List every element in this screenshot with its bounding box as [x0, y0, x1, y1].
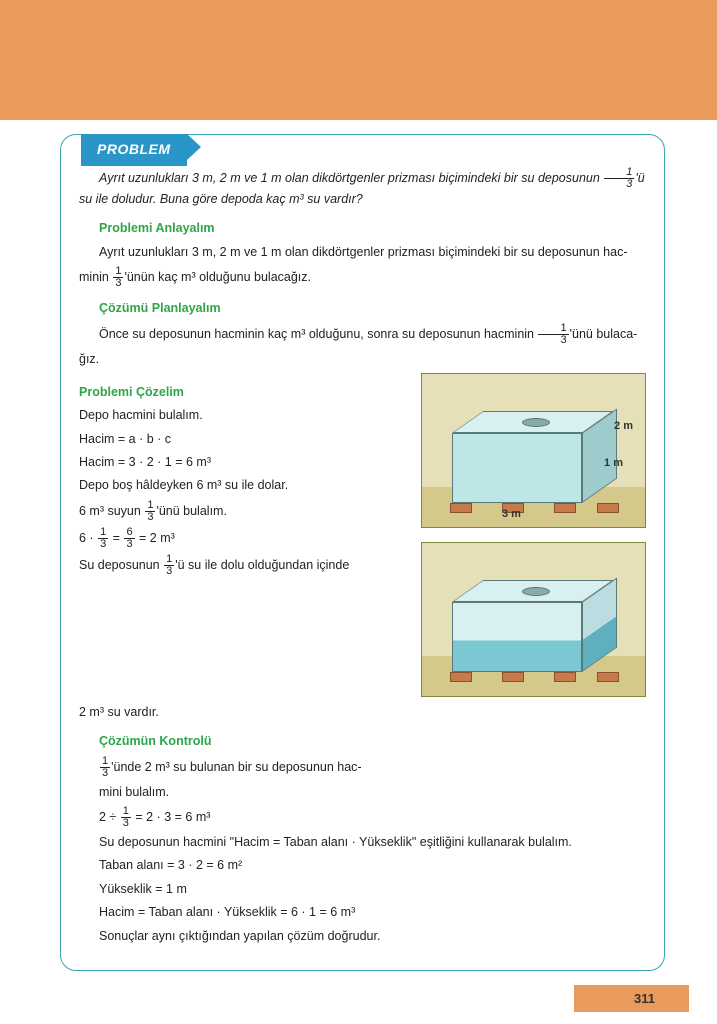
p3-6b: =: [109, 531, 123, 545]
dim-depth: 2 m: [614, 418, 633, 435]
p3-3: Hacim = 3 · 2 · 1 = 6 m³: [79, 453, 411, 472]
problem-tab: PROBLEM: [81, 134, 187, 166]
fraction-1-3: 13: [538, 323, 568, 346]
p4-4: Su deposunun hacmini "Hacim = Taban alan…: [79, 833, 646, 852]
p1c: 'ünün kaç m³ olduğunu bulacağız.: [124, 270, 311, 284]
p2b: 'ünü bulaca-: [570, 326, 638, 340]
dim-height: 1 m: [604, 455, 623, 472]
tank-illustration-full: 3 m 1 m 2 m: [421, 373, 646, 528]
p3-2: Hacim = a · b · c: [79, 430, 411, 449]
p4-8: Sonuçlar aynı çıktığından yapılan çözüm …: [99, 927, 646, 946]
p3-6a: 6 ·: [79, 531, 97, 545]
p1a: Ayrıt uzunlukları 3 m, 2 m ve 1 m olan d…: [79, 243, 646, 262]
p4-7: Hacim = Taban alanı · Yükseklik = 6 · 1 …: [99, 903, 646, 922]
p3-1: Depo hacmini bulalım.: [79, 406, 411, 425]
fraction-1-3: 13: [164, 554, 174, 577]
p1b: minin: [79, 270, 112, 284]
heading-check: Çözümün Kontrolü: [99, 732, 646, 751]
fraction-6-3: 63: [124, 527, 134, 550]
heading-solve: Problemi Çözelim: [79, 383, 411, 402]
two-column-section: Problemi Çözelim Depo hacmini bulalım. H…: [79, 373, 646, 711]
p3-7a: Su deposunun: [79, 558, 163, 572]
p3-7-line: Su deposunun 13'ü su ile dolu olduğundan…: [79, 554, 411, 577]
p4-3-line: 2 ÷ 13 = 2 · 3 = 6 m³: [99, 806, 646, 829]
p3-7b: 'ü su ile dolu olduğundan içinde: [175, 558, 349, 572]
p2c: ğız.: [79, 350, 646, 369]
p2-line: Önce su deposunun hacminin kaç m³ olduğu…: [79, 323, 646, 346]
page-number: 311: [574, 985, 689, 1012]
p4-3a: 2 ÷: [99, 810, 120, 824]
p4-1-line: 13'ünde 2 m³ su bulunan bir su deposunun…: [99, 756, 646, 779]
heading-understand: Problemi Anlayalım: [99, 219, 646, 238]
problem-box: PROBLEM Ayrıt uzunlukları 3 m, 2 m ve 1 …: [60, 134, 665, 971]
problem-statement: Ayrıt uzunlukları 3 m, 2 m ve 1 m olan d…: [79, 167, 646, 209]
fraction-1-3: 13: [98, 527, 108, 550]
p3-6-line: 6 · 13 = 63 = 2 m³: [79, 527, 411, 550]
p3-6c: = 2 m³: [136, 531, 175, 545]
intro-text-a: Ayrıt uzunlukları 3 m, 2 m ve 1 m olan d…: [99, 171, 603, 185]
p3-5a: 6 m³ suyun: [79, 504, 144, 518]
p4-6: Yükseklik = 1 m: [99, 880, 646, 899]
p4-1a: 'ünde 2 m³ su bulunan bir su deposunun h…: [111, 759, 361, 773]
p4-2: mini bulalım.: [99, 783, 646, 802]
p3-4: Depo boş hâldeyken 6 m³ su ile dolar.: [79, 476, 411, 495]
p3-5-line: 6 m³ suyun 13'ünü bulalım.: [79, 500, 411, 523]
p2a: Önce su deposunun hacminin kaç m³ olduğu…: [99, 326, 537, 340]
header-band: [0, 0, 717, 120]
dim-width: 3 m: [502, 506, 521, 523]
fraction-1-3: 13: [145, 500, 155, 523]
fraction-1-3: 13: [121, 806, 131, 829]
fraction-1-3: 13: [113, 266, 123, 289]
left-column: Problemi Çözelim Depo hacmini bulalım. H…: [79, 373, 411, 711]
fraction-1-3: 13: [604, 167, 634, 190]
fraction-1-3: 13: [100, 756, 110, 779]
p1b-line: minin 13'ünün kaç m³ olduğunu bulacağız.: [79, 266, 646, 289]
p4-3b: = 2 · 3 = 6 m³: [132, 810, 211, 824]
heading-plan: Çözümü Planlayalım: [99, 299, 646, 318]
p4-5: Taban alanı = 3 · 2 = 6 m²: [99, 856, 646, 875]
page-content: PROBLEM Ayrıt uzunlukları 3 m, 2 m ve 1 …: [60, 134, 665, 971]
p3-5b: 'ünü bulalım.: [156, 504, 226, 518]
right-column: 3 m 1 m 2 m: [421, 373, 646, 711]
tank-illustration-partial: [421, 542, 646, 697]
